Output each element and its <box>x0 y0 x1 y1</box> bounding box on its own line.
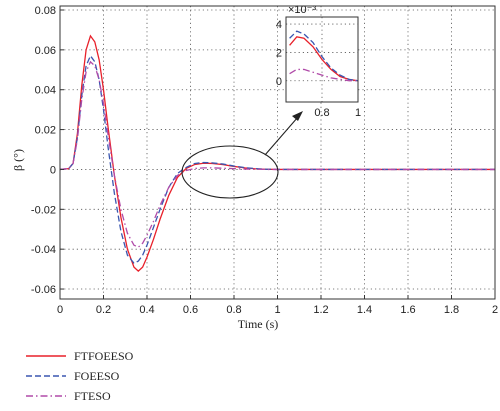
x-tick-label: 1.6 <box>400 304 415 316</box>
x-tick-label: 0.4 <box>139 304 154 316</box>
y-tick-label: -0.02 <box>31 204 56 216</box>
inset-frame <box>285 16 359 103</box>
y-tick-label: 0.02 <box>35 125 56 137</box>
x-axis-ticks: 0 0.2 0.4 0.6 0.8 1 1.2 1.4 1.6 1.8 2 <box>57 295 498 316</box>
x-tick-label: 0.6 <box>183 304 198 316</box>
y-axis-label: β (°) <box>11 149 25 171</box>
series-line-fteso <box>59 60 495 248</box>
x-tick-label: 1.8 <box>444 304 459 316</box>
inset-series-line-foeeso <box>289 30 359 82</box>
x-tick-label: 0.2 <box>96 304 111 316</box>
x-tick-label: 1.2 <box>313 304 328 316</box>
inset-y-tick-label: 2 <box>276 47 282 59</box>
grid <box>59 6 496 299</box>
legend: FTFOEESO FOEESO FTESO <box>26 349 134 403</box>
x-tick-label: 1 <box>274 304 280 316</box>
y-axis-ticks: -0.06 -0.04 -0.02 0 0.02 0.04 0.06 0.08 <box>31 5 64 296</box>
inset-y-tick-label: 0 <box>276 76 282 88</box>
x-tick-label: 0 <box>57 304 63 316</box>
inset-x-ticks: 0.8 1 <box>314 107 361 119</box>
x-tick-label: 2 <box>492 304 498 316</box>
inset-series-line-fteso <box>289 68 358 82</box>
zoom-arrow <box>264 116 299 156</box>
inset-x-tick-label: 1 <box>355 107 361 119</box>
inset-y-ticks: 0 2 4 <box>276 19 282 88</box>
inset-series-line-ftfoeeso <box>289 36 359 82</box>
inset-multiplier-label: ×10⁻³ <box>288 4 316 16</box>
y-tick-label: -0.06 <box>31 284 56 296</box>
legend-label-fteso: FTESO <box>74 389 111 403</box>
legend-label-foeeso: FOEESO <box>74 369 120 383</box>
y-tick-label: -0.04 <box>31 244 56 256</box>
y-tick-label: 0.04 <box>35 85 56 97</box>
inset-series-lines <box>289 30 359 82</box>
zoom-arrowhead <box>292 111 303 121</box>
x-axis-label: Time (s) <box>238 317 279 331</box>
zoom-region-ellipse <box>181 145 279 199</box>
inset-y-tick-label: 4 <box>276 19 282 31</box>
x-tick-label: 1.4 <box>357 304 372 316</box>
y-tick-label: 0 <box>50 164 56 176</box>
series-lines <box>59 34 495 272</box>
legend-label-ftfoeeso: FTFOEESO <box>74 349 134 363</box>
inset-x-tick-label: 0.8 <box>314 107 329 119</box>
y-tick-label: 0.08 <box>35 5 56 17</box>
x-tick-label: 0.8 <box>226 304 241 316</box>
y-tick-label: 0.06 <box>35 45 56 57</box>
